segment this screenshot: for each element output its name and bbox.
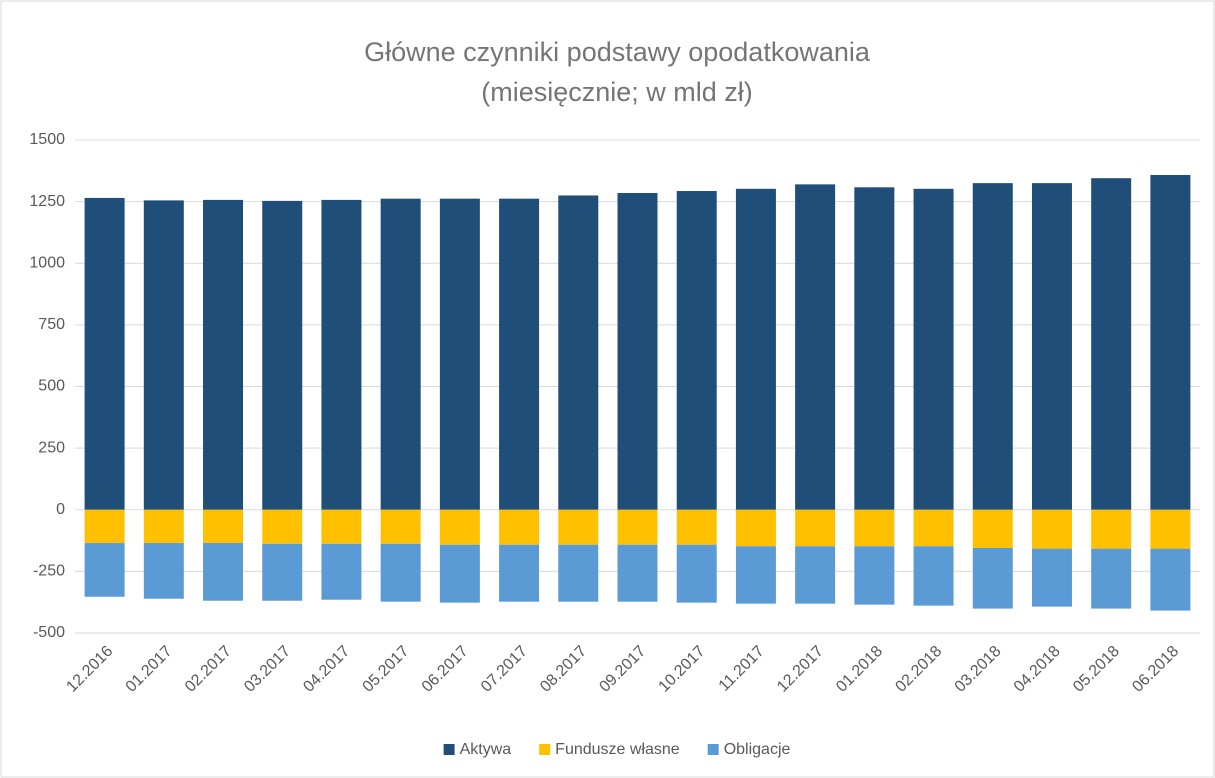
bar xyxy=(203,509,244,544)
bar xyxy=(1150,548,1191,611)
bar xyxy=(143,543,184,599)
bar xyxy=(795,509,836,547)
legend-label: Obligacje xyxy=(724,741,791,758)
y-tick-label: -500 xyxy=(33,624,65,641)
bar xyxy=(84,197,125,510)
bar xyxy=(143,200,184,510)
bar xyxy=(795,184,836,510)
bar xyxy=(380,543,421,602)
bar xyxy=(854,187,895,510)
bar xyxy=(321,199,362,510)
y-tick-label: -250 xyxy=(33,563,65,580)
y-tick-label: 1250 xyxy=(29,193,65,210)
bar xyxy=(558,509,599,545)
bar xyxy=(617,509,658,545)
bar xyxy=(321,543,362,600)
bar xyxy=(735,546,776,604)
bar xyxy=(676,509,717,545)
bar xyxy=(84,509,125,544)
bar xyxy=(913,509,954,547)
bar xyxy=(499,544,540,602)
bar xyxy=(439,509,480,545)
bar xyxy=(972,547,1013,609)
legend-marker xyxy=(707,744,719,755)
bar xyxy=(439,198,480,510)
y-tick-label: 1500 xyxy=(29,131,65,148)
bar xyxy=(380,198,421,510)
bar xyxy=(203,543,244,601)
y-tick-label: 0 xyxy=(56,501,65,518)
bar xyxy=(262,200,303,510)
bar xyxy=(617,192,658,510)
bar xyxy=(1091,509,1132,549)
bar xyxy=(84,543,125,597)
bar xyxy=(972,183,1013,510)
bar xyxy=(676,191,717,510)
bar xyxy=(143,509,184,544)
chart-subtitle: (miesięcznie; w mld zł) xyxy=(481,77,753,107)
legend-marker xyxy=(539,744,551,755)
y-tick-label: 1000 xyxy=(29,254,65,271)
bar xyxy=(558,195,599,510)
bar xyxy=(1031,548,1072,607)
bar xyxy=(972,509,1013,548)
y-tick-label: 250 xyxy=(38,439,65,456)
legend-label: Aktywa xyxy=(460,741,512,758)
bar xyxy=(913,546,954,606)
bar xyxy=(854,546,895,605)
bar xyxy=(439,544,480,603)
bar xyxy=(558,544,599,602)
bar xyxy=(795,546,836,604)
y-tick-label: 500 xyxy=(38,378,65,395)
chart-title: Główne czynniki podstawy opodatkowania xyxy=(364,37,871,67)
bar xyxy=(1091,548,1132,609)
bar xyxy=(203,199,244,510)
bar xyxy=(1031,183,1072,510)
bar xyxy=(676,544,717,603)
bar xyxy=(499,198,540,510)
legend-label: Fundusze własne xyxy=(555,741,680,758)
bar xyxy=(1150,509,1191,549)
bar xyxy=(262,543,303,601)
bar xyxy=(1150,175,1191,510)
bar xyxy=(735,509,776,547)
bar xyxy=(499,509,540,545)
bar xyxy=(735,188,776,510)
bar xyxy=(854,509,895,547)
bar xyxy=(380,509,421,544)
bar xyxy=(321,509,362,544)
y-tick-label: 750 xyxy=(38,316,65,333)
bar xyxy=(1091,178,1132,510)
bar xyxy=(913,188,954,510)
bar xyxy=(1031,509,1072,549)
bar xyxy=(617,544,658,602)
legend-marker xyxy=(443,744,455,755)
bar xyxy=(262,509,303,544)
